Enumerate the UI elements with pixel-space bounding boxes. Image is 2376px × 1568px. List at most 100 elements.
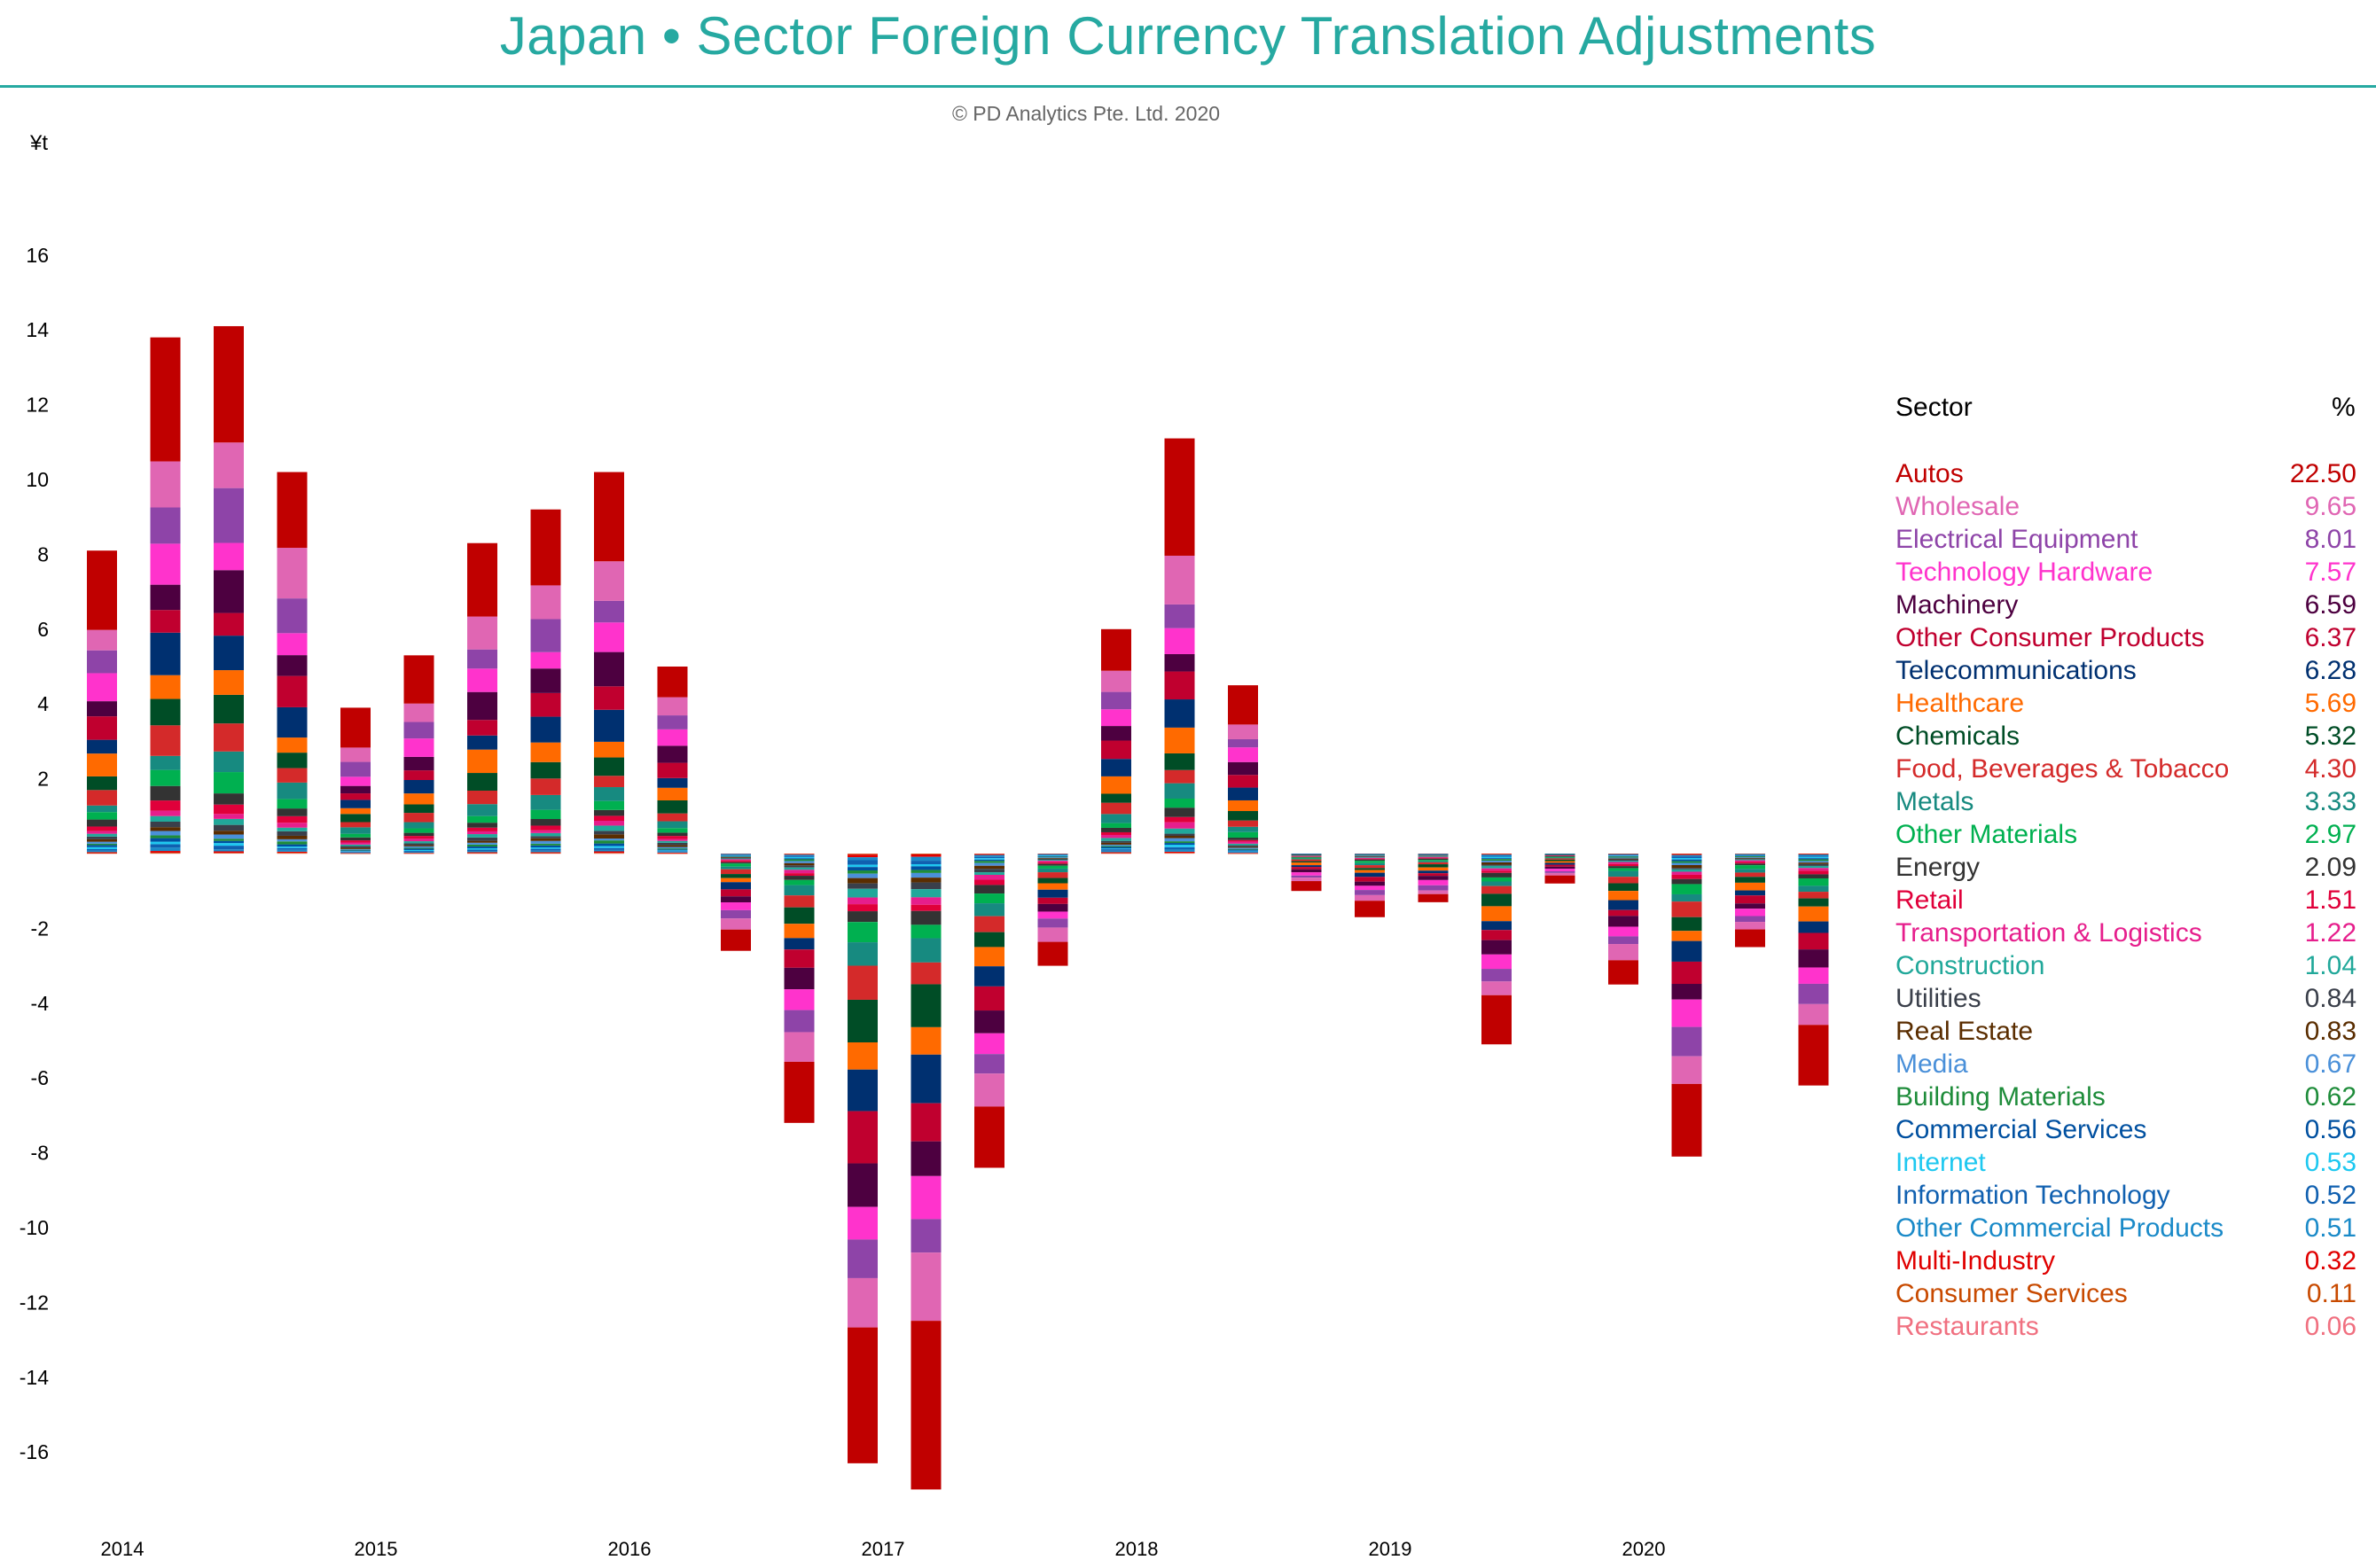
legend-item: Commercial Services 0.56 <box>1895 1115 2356 1147</box>
bar-segment <box>1355 856 1385 858</box>
bar-segment <box>1735 854 1765 856</box>
legend-item-pct: 0.51 <box>2304 1213 2356 1243</box>
bar-segment <box>1671 884 1702 894</box>
bar-segment <box>1228 724 1258 739</box>
bar-segment <box>1228 747 1258 762</box>
bar-segment <box>594 849 624 852</box>
bar-stack <box>1798 854 1829 1086</box>
bar-segment <box>657 849 688 851</box>
bar-segment <box>1671 869 1702 872</box>
bar-segment <box>467 846 497 848</box>
bar-segment <box>594 757 624 776</box>
bar-segment <box>657 852 688 853</box>
bar-segment <box>1544 875 1575 884</box>
bar-segment <box>1481 858 1512 860</box>
legend-item-pct: 8.01 <box>2304 525 2356 554</box>
bar-segment <box>657 845 688 847</box>
bar-segment <box>277 835 308 839</box>
bar-segment <box>594 851 624 854</box>
legend-item: Food, Beverages & Tobacco 4.30 <box>1895 754 2356 786</box>
bar-segment <box>594 787 624 801</box>
bar-segment <box>150 755 181 770</box>
bar-segment <box>403 828 434 833</box>
bar-segment <box>848 864 878 868</box>
bar-segment <box>1798 949 1829 968</box>
legend-item-pct: 0.32 <box>2304 1246 2356 1275</box>
bar-segment <box>214 325 244 443</box>
bar-segment <box>721 856 751 857</box>
bar-segment <box>1101 759 1131 776</box>
y-tick-label: -10 <box>20 1216 49 1239</box>
bar-segment <box>1291 858 1322 860</box>
legend-item: Energy 2.09 <box>1895 853 2356 885</box>
bar-segment <box>467 837 497 841</box>
bar-segment <box>1798 863 1829 866</box>
bar-stack <box>1481 854 1512 1045</box>
bar-segment <box>1101 831 1131 835</box>
bar-segment <box>848 1163 878 1207</box>
bar-segment <box>1481 921 1512 931</box>
bar-segment <box>340 707 371 748</box>
bar-segment <box>784 938 815 950</box>
bar-segment <box>150 769 181 786</box>
bar-segment <box>1735 858 1765 860</box>
bar-segment <box>1798 859 1829 862</box>
bar-segment <box>911 870 942 873</box>
bar-segment <box>1671 871 1702 875</box>
bar-segment <box>1291 855 1322 856</box>
bar-segment <box>87 701 117 717</box>
bar-segment <box>911 904 942 911</box>
bar-segment <box>340 761 371 777</box>
bar-segment <box>1481 861 1512 862</box>
bar-segment <box>1735 860 1765 862</box>
bar-segment <box>974 1010 1004 1034</box>
bar-segment <box>467 773 497 791</box>
bar-segment <box>848 854 878 858</box>
bar-segment <box>467 842 497 845</box>
bar-segment <box>1735 854 1765 855</box>
bar-segment <box>594 846 624 848</box>
bar-segment <box>150 632 181 675</box>
bar-segment <box>1735 863 1765 866</box>
bar-segment <box>467 823 497 828</box>
bar-segment <box>1418 854 1449 855</box>
bar-segment <box>1037 860 1068 862</box>
bar-segment <box>1101 823 1131 828</box>
bar-segment <box>911 856 942 862</box>
bar-segment <box>594 741 624 758</box>
bar-segment <box>1481 893 1512 907</box>
bar-segment <box>150 822 181 828</box>
y-tick-label: 2 <box>37 768 49 791</box>
bar-segment <box>911 910 942 925</box>
bar-segment <box>1101 846 1131 849</box>
bar-segment <box>340 814 371 823</box>
bar-segment <box>1291 856 1322 858</box>
bar-segment <box>1228 738 1258 748</box>
bar-segment <box>214 442 244 488</box>
bar-segment <box>594 820 624 826</box>
bar-segment <box>1608 855 1638 857</box>
legend-item-pct: 6.28 <box>2304 656 2356 685</box>
bar-segment <box>1608 883 1638 892</box>
bar-segment <box>277 655 308 676</box>
bar-segment <box>150 852 181 854</box>
bar-segment <box>214 831 244 835</box>
bar-segment <box>277 815 308 823</box>
bar-segment <box>1355 870 1385 873</box>
bar-segment <box>1037 927 1068 942</box>
bar-segment <box>721 862 751 864</box>
bar-segment <box>150 698 181 726</box>
bar-segment <box>1798 861 1829 863</box>
bar-segment <box>848 1042 878 1070</box>
bar-segment <box>594 853 624 854</box>
bar-segment <box>87 849 117 851</box>
bar-segment <box>403 655 434 704</box>
bar-segment <box>657 840 688 843</box>
bar-segment <box>214 818 244 825</box>
bar-segment <box>87 850 117 853</box>
bar-segment <box>974 865 1004 870</box>
bar-segment <box>1291 865 1322 868</box>
bar-segment <box>1037 862 1068 864</box>
bar-segment <box>594 709 624 742</box>
legend-item: Restaurants 0.06 <box>1895 1312 2356 1344</box>
